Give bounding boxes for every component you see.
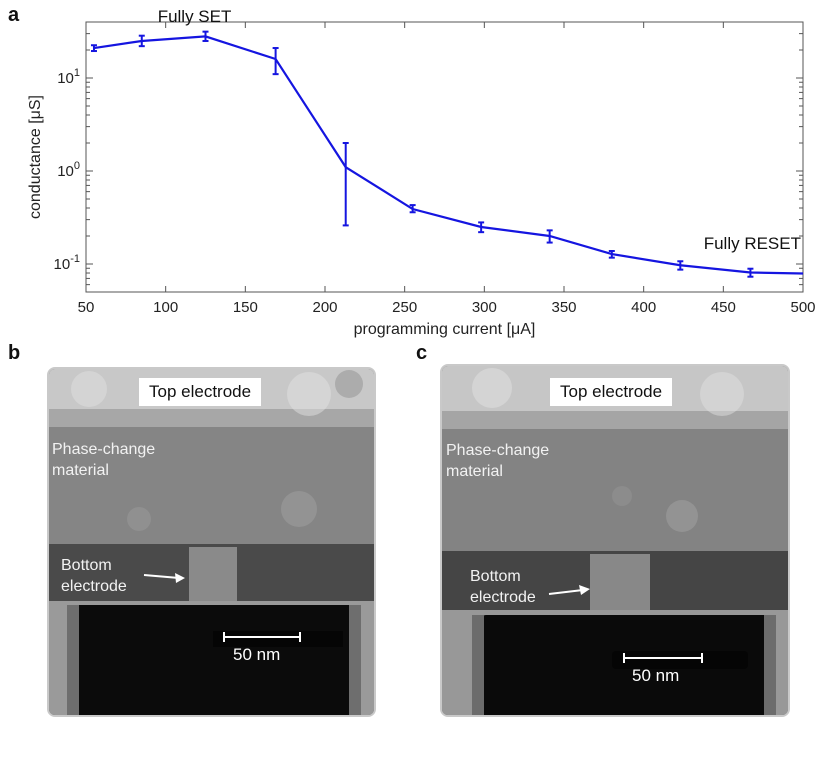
- bottom-electrode-label-b: Bottom electrode: [61, 557, 127, 595]
- tem-micrograph-c: [442, 366, 788, 715]
- x-axis-label: programming current [μA]: [354, 321, 536, 338]
- y-tick-label: 10-1: [54, 253, 80, 273]
- x-tick-label: 200: [312, 299, 337, 316]
- top-electrode-label-b: Top electrode: [139, 378, 262, 406]
- x-tick-label: 300: [472, 299, 497, 316]
- panel-label-b: b: [8, 342, 21, 364]
- scale-bar-label-c: 50 nm: [632, 666, 680, 685]
- conductance-chart: 50 100 150 200 250 300 350 400 450 500 10-1 100 101 p…: [27, 7, 816, 338]
- phase-change-label-b: Phase-change material: [52, 441, 156, 479]
- scale-bar-label-b: 50 nm: [233, 645, 281, 664]
- conductance-series-line: [93, 35, 804, 275]
- x-tick-label: 500: [790, 299, 815, 316]
- panel-label-a: a: [8, 4, 20, 26]
- x-tick-label: 250: [392, 299, 417, 316]
- phase-change-label-c: Phase-change material: [446, 442, 550, 480]
- y-tick-label: 100: [57, 160, 80, 180]
- x-tick-label: 150: [233, 299, 258, 316]
- x-tick-label: 100: [153, 299, 178, 316]
- top-electrode-label-c: Top electrode: [550, 378, 673, 406]
- plot-frame: [85, 21, 804, 293]
- tem-image-c: Top electrode Phase-change material Bott…: [440, 364, 790, 717]
- x-tick-label: 400: [631, 299, 656, 316]
- x-tick-label: 350: [551, 299, 576, 316]
- chart-annotation: Fully RESET: [704, 234, 801, 253]
- y-axis-label: conductance [μS]: [27, 95, 44, 219]
- tem-micrograph-b: [49, 369, 374, 715]
- y-tick-label: 101: [57, 67, 80, 87]
- x-tick-label: 450: [711, 299, 736, 316]
- chart-annotation: Fully SET: [158, 7, 232, 26]
- bottom-electrode-label-c: Bottom electrode: [470, 568, 536, 606]
- tem-image-b: Top electrode Phase-change material Bott…: [47, 367, 376, 717]
- x-tick-label: 50: [78, 299, 95, 316]
- panel-label-c: c: [416, 342, 428, 364]
